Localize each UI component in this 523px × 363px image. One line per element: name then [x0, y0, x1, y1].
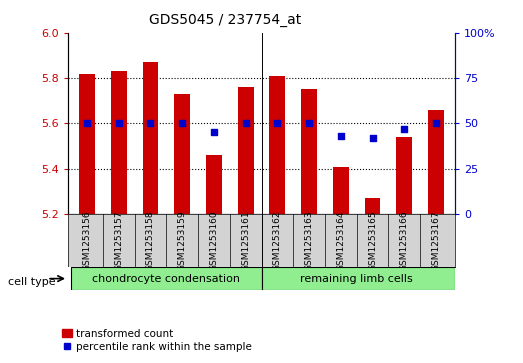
Text: GDS5045 / 237754_at: GDS5045 / 237754_at: [149, 13, 301, 27]
Text: GSM1253156: GSM1253156: [83, 210, 92, 271]
Bar: [396, 137, 412, 214]
Text: GSM1253162: GSM1253162: [273, 210, 282, 271]
Bar: [111, 71, 127, 214]
Bar: [71, 267, 262, 290]
Bar: [365, 198, 380, 214]
Text: GSM1253167: GSM1253167: [431, 210, 440, 271]
Text: GSM1253160: GSM1253160: [209, 210, 219, 271]
Point: [400, 126, 408, 132]
Bar: [206, 155, 222, 214]
Bar: [333, 167, 349, 214]
Point: [305, 121, 313, 126]
Text: GSM1253159: GSM1253159: [178, 210, 187, 271]
Text: cell type: cell type: [8, 277, 55, 287]
Bar: [143, 62, 158, 214]
Point: [242, 121, 250, 126]
Text: GSM1253157: GSM1253157: [114, 210, 123, 271]
Bar: [262, 267, 455, 290]
Text: remaining limb cells: remaining limb cells: [300, 274, 413, 284]
Point: [178, 121, 186, 126]
Point: [83, 121, 91, 126]
Point: [146, 121, 155, 126]
Bar: [269, 76, 285, 214]
Text: GSM1253158: GSM1253158: [146, 210, 155, 271]
Legend: transformed count, percentile rank within the sample: transformed count, percentile rank withi…: [58, 325, 256, 356]
Bar: [238, 87, 254, 214]
Bar: [79, 74, 95, 214]
Bar: [301, 89, 317, 214]
Text: GSM1253163: GSM1253163: [304, 210, 314, 271]
Text: GSM1253161: GSM1253161: [241, 210, 250, 271]
Text: GSM1253166: GSM1253166: [400, 210, 409, 271]
Point: [368, 135, 377, 141]
Point: [273, 121, 281, 126]
Point: [432, 121, 440, 126]
Text: chondrocyte condensation: chondrocyte condensation: [93, 274, 241, 284]
Point: [337, 133, 345, 139]
Bar: [428, 110, 444, 214]
Bar: [174, 94, 190, 214]
Point: [115, 121, 123, 126]
Point: [210, 130, 218, 135]
Text: GSM1253164: GSM1253164: [336, 210, 345, 271]
Text: GSM1253165: GSM1253165: [368, 210, 377, 271]
